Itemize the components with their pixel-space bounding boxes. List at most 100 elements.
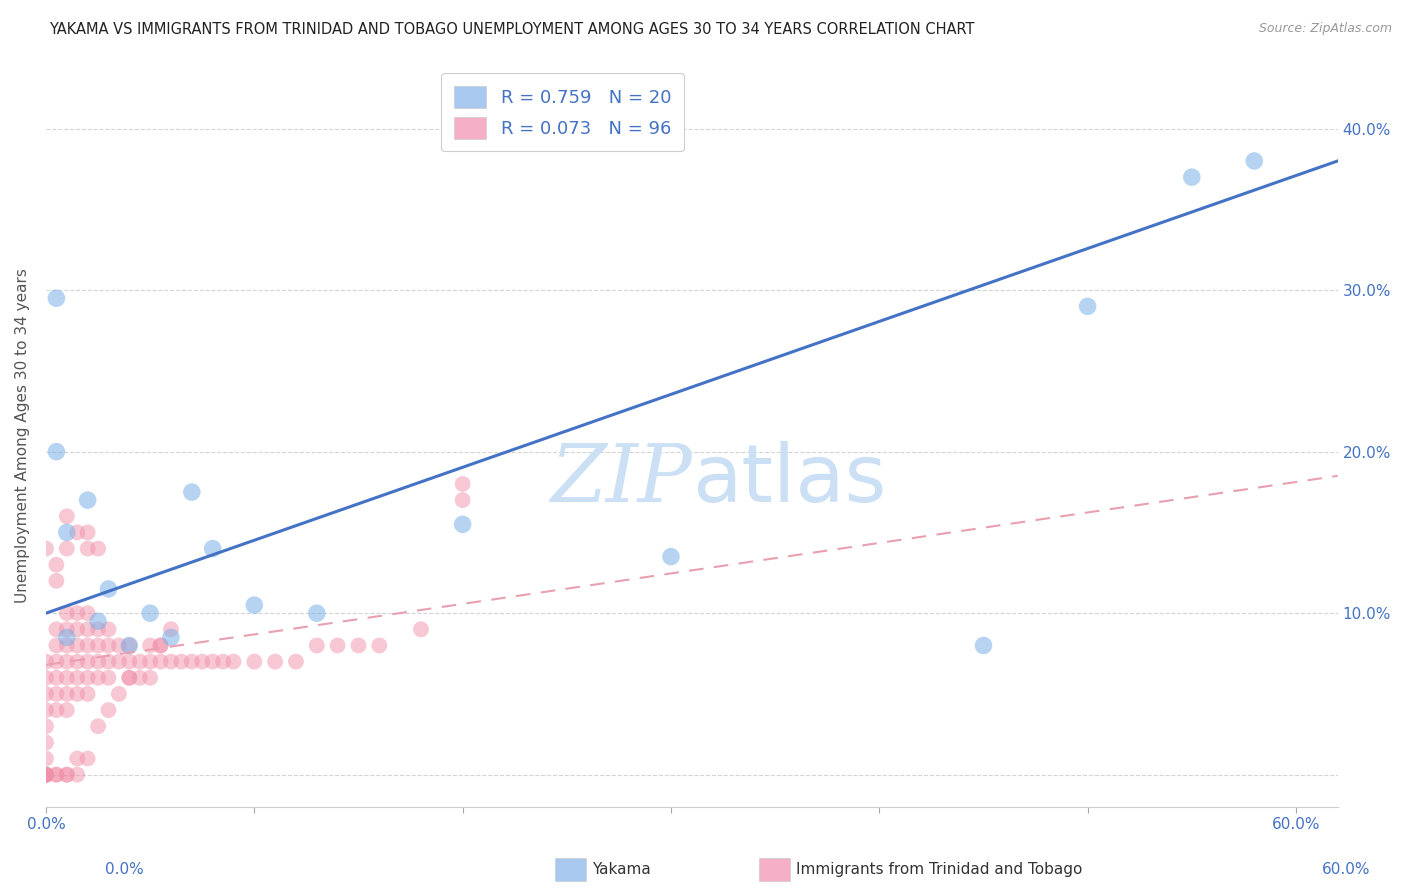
Point <box>35 751 58 765</box>
Point <box>66 606 89 620</box>
Point <box>56 655 79 669</box>
Point <box>409 623 432 637</box>
Point <box>56 639 79 653</box>
Point <box>222 655 245 669</box>
Point <box>180 655 202 669</box>
Point <box>87 719 110 733</box>
Point <box>118 639 141 653</box>
Point <box>56 509 79 524</box>
Point <box>45 655 67 669</box>
Point <box>201 541 224 556</box>
Point <box>1077 299 1099 313</box>
Point <box>56 525 79 540</box>
Point <box>97 655 120 669</box>
Point <box>45 558 67 572</box>
Text: YAKAMA VS IMMIGRANTS FROM TRINIDAD AND TOBAGO UNEMPLOYMENT AMONG AGES 30 TO 34 Y: YAKAMA VS IMMIGRANTS FROM TRINIDAD AND T… <box>49 22 974 37</box>
Point <box>191 655 214 669</box>
Legend: R = 0.759   N = 20, R = 0.073   N = 96: R = 0.759 N = 20, R = 0.073 N = 96 <box>441 73 683 152</box>
Point <box>97 623 120 637</box>
Point <box>139 606 162 620</box>
Point <box>108 655 131 669</box>
Point <box>35 541 58 556</box>
Point <box>149 639 172 653</box>
Point <box>305 639 328 653</box>
Point <box>56 703 79 717</box>
Point <box>76 525 98 540</box>
Point <box>212 655 235 669</box>
Point <box>243 598 266 612</box>
Point <box>35 687 58 701</box>
Point <box>35 767 58 781</box>
Point <box>35 703 58 717</box>
Point <box>76 655 98 669</box>
Point <box>66 767 89 781</box>
Point <box>97 671 120 685</box>
Point <box>368 639 391 653</box>
Point <box>45 639 67 653</box>
Point <box>66 655 89 669</box>
Point <box>45 703 67 717</box>
Point <box>56 541 79 556</box>
Point <box>305 606 328 620</box>
Point <box>128 655 150 669</box>
Point <box>97 582 120 596</box>
Point <box>160 631 183 645</box>
Point <box>87 671 110 685</box>
Point <box>659 549 682 564</box>
Point <box>45 671 67 685</box>
Point <box>66 623 89 637</box>
Text: Source: ZipAtlas.com: Source: ZipAtlas.com <box>1258 22 1392 36</box>
Point <box>139 655 162 669</box>
Point <box>35 719 58 733</box>
Point <box>45 291 67 305</box>
Point <box>76 671 98 685</box>
Text: Immigrants from Trinidad and Tobago: Immigrants from Trinidad and Tobago <box>796 863 1083 877</box>
Point <box>66 639 89 653</box>
Point <box>35 655 58 669</box>
Point <box>76 541 98 556</box>
Point <box>76 639 98 653</box>
Point <box>160 655 183 669</box>
Point <box>972 639 994 653</box>
Point <box>76 606 98 620</box>
Point <box>45 574 67 588</box>
Point <box>118 671 141 685</box>
Point <box>56 631 79 645</box>
Point <box>66 687 89 701</box>
Point <box>139 671 162 685</box>
Point <box>35 767 58 781</box>
Point <box>66 671 89 685</box>
Point <box>56 767 79 781</box>
Point <box>35 767 58 781</box>
Point <box>326 639 349 653</box>
Point <box>1181 170 1204 185</box>
Point <box>87 639 110 653</box>
Point <box>56 687 79 701</box>
Point <box>76 493 98 508</box>
Point <box>66 751 89 765</box>
Point <box>56 767 79 781</box>
Point <box>45 767 67 781</box>
Point <box>76 751 98 765</box>
Point <box>118 671 141 685</box>
Point <box>201 655 224 669</box>
Point <box>451 477 474 491</box>
Point <box>87 623 110 637</box>
Point <box>1243 153 1265 168</box>
Text: Yakama: Yakama <box>592 863 651 877</box>
Point <box>45 767 67 781</box>
Point <box>35 767 58 781</box>
Text: ZIP: ZIP <box>550 442 692 519</box>
Point <box>56 671 79 685</box>
Text: 60.0%: 60.0% <box>1323 863 1371 877</box>
Point <box>118 655 141 669</box>
Point <box>45 623 67 637</box>
Point <box>160 623 183 637</box>
Point <box>56 623 79 637</box>
Point <box>285 655 308 669</box>
Point <box>108 687 131 701</box>
Point <box>149 639 172 653</box>
Point <box>118 639 141 653</box>
Point <box>97 703 120 717</box>
Point <box>87 614 110 628</box>
